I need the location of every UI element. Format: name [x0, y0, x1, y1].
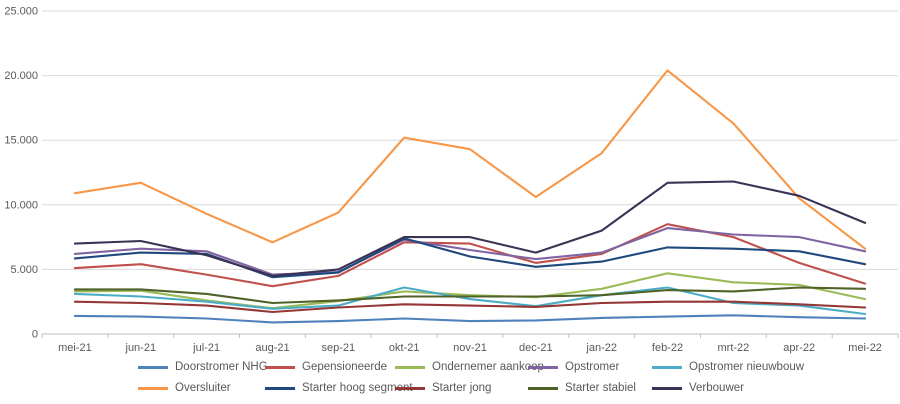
y-axis-tick-label: 5.000 [10, 264, 38, 276]
legend-label: Ondernemer aankoop [432, 361, 544, 373]
x-axis-tick-label: jun-21 [125, 342, 157, 354]
x-axis-tick-label: nov-21 [453, 342, 487, 354]
legend-line-swatch-starter-stabiel [528, 386, 558, 390]
y-axis-tick-label: 25.000 [4, 6, 38, 18]
series-line-starter-jong [73, 300, 867, 314]
x-axis-tick-label: jan-22 [585, 342, 617, 354]
series-line-starter-stabiel [73, 286, 867, 305]
legend-label: Starter hoog segment [302, 382, 413, 394]
x-axis-tick-label: apr-22 [783, 342, 815, 354]
y-axis-tick-label: 10.000 [4, 199, 38, 211]
series-line-ondernemer-aankoop [73, 272, 867, 310]
legend-item-verbouwer: Verbouwer [652, 381, 900, 395]
x-axis-tick-label: jul-21 [192, 342, 220, 354]
x-axis-tick-label: sep-21 [321, 342, 355, 354]
legend-item-ondernemer-aankoop: Ondernemer aankoop [395, 360, 544, 374]
legend-line-swatch-starter-hoog-segment [265, 386, 295, 390]
legend-item-opstromer: Opstromer [528, 360, 652, 374]
series-line-starter-hoog-segment [73, 237, 867, 279]
series-line-oversluiter [73, 69, 867, 250]
legend-item-starter-hoog-segment: Starter hoog segment [265, 381, 413, 395]
legend-label: Starter stabiel [565, 382, 636, 394]
legend-item-starter-stabiel: Starter stabiel [528, 381, 652, 395]
legend-line-swatch-verbouwer [652, 386, 682, 390]
x-axis-tick-label: aug-21 [255, 342, 289, 354]
legend-line-swatch-oversluiter [138, 386, 168, 390]
series-line-opstromer [73, 227, 867, 276]
chart-canvas: 0 5.000 10.000 15.000 20.000 25.000 mei-21 jun-… [4, 6, 899, 354]
y-axis-tick-label: 20.000 [4, 70, 38, 82]
series-line-opstromer-nieuwbouw [73, 286, 867, 316]
legend-line-swatch-gepensioneerde [265, 365, 295, 369]
series-line-verbouwer [73, 180, 867, 277]
x-axis-tick-label: mei-21 [58, 342, 92, 354]
legend-label: Doorstromer NHG [175, 361, 268, 373]
x-axis-tick-label: okt-21 [389, 342, 420, 354]
x-axis-tick-label: dec-21 [519, 342, 553, 354]
legend-item-starter-jong: Starter jong [395, 381, 528, 395]
x-axis-tick-label: mrt-22 [718, 342, 750, 354]
y-axis-tick-label: 15.000 [4, 135, 38, 147]
series-line-gepensioneerde [73, 223, 867, 288]
legend-line-swatch-ondernemer-aankoop [395, 365, 425, 369]
chart-legend: Doorstromer NHG Gepensioneerde Ondernemer … [138, 360, 900, 395]
legend-label: Oversluiter [175, 382, 231, 394]
series-line-doorstromer-nhg [73, 314, 867, 324]
x-axis-tick-label: mei-22 [848, 342, 882, 354]
legend-line-swatch-starter-jong [395, 386, 425, 390]
y-axis-tick-label: 0 [32, 329, 38, 341]
x-axis-tick-label: feb-22 [652, 342, 683, 354]
legend-line-swatch-doorstromer-nhg [138, 365, 168, 369]
legend-label: Starter jong [432, 382, 492, 394]
legend-item-opstromer-nieuwbouw: Opstromer nieuwbouw [652, 360, 900, 374]
legend-label: Verbouwer [689, 382, 744, 394]
legend-label: Opstromer [565, 361, 620, 373]
legend-item-gepensioneerde: Gepensioneerde [265, 360, 395, 374]
legend-line-swatch-opstromer-nieuwbouw [652, 365, 682, 369]
legend-item-oversluiter: Oversluiter [138, 381, 265, 395]
legend-item-doorstromer-nhg: Doorstromer NHG [138, 360, 268, 374]
legend-label: Opstromer nieuwbouw [689, 361, 805, 373]
legend-label: Gepensioneerde [302, 361, 388, 373]
legend-line-swatch-opstromer [528, 365, 558, 369]
